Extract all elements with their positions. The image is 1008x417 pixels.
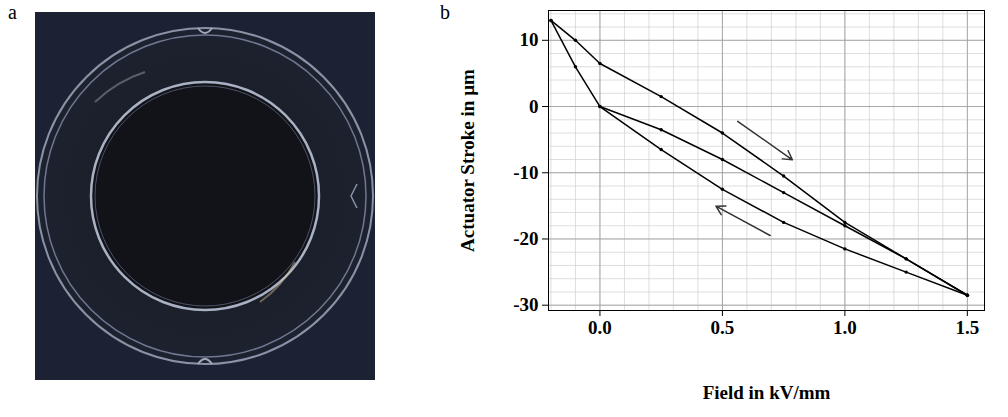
svg-text:Actuator Stroke in µm: Actuator Stroke in µm [457, 69, 478, 252]
html-text:b: b [440, 1, 450, 23]
svg-text:Field in kV/mm: Field in kV/mm [703, 382, 831, 403]
svg-text:0: 0 [529, 96, 539, 117]
svg-text:1.0: 1.0 [833, 317, 857, 338]
svg-text:10: 10 [520, 29, 539, 50]
html-text:a: a [8, 1, 17, 23]
svg-text:0.5: 0.5 [711, 317, 735, 338]
svg-text:1.5: 1.5 [955, 317, 979, 338]
svg-text:-30: -30 [513, 294, 538, 315]
svg-text:-20: -20 [513, 228, 538, 249]
svg-text:-10: -10 [513, 162, 538, 183]
svg-text:0.0: 0.0 [588, 317, 612, 338]
